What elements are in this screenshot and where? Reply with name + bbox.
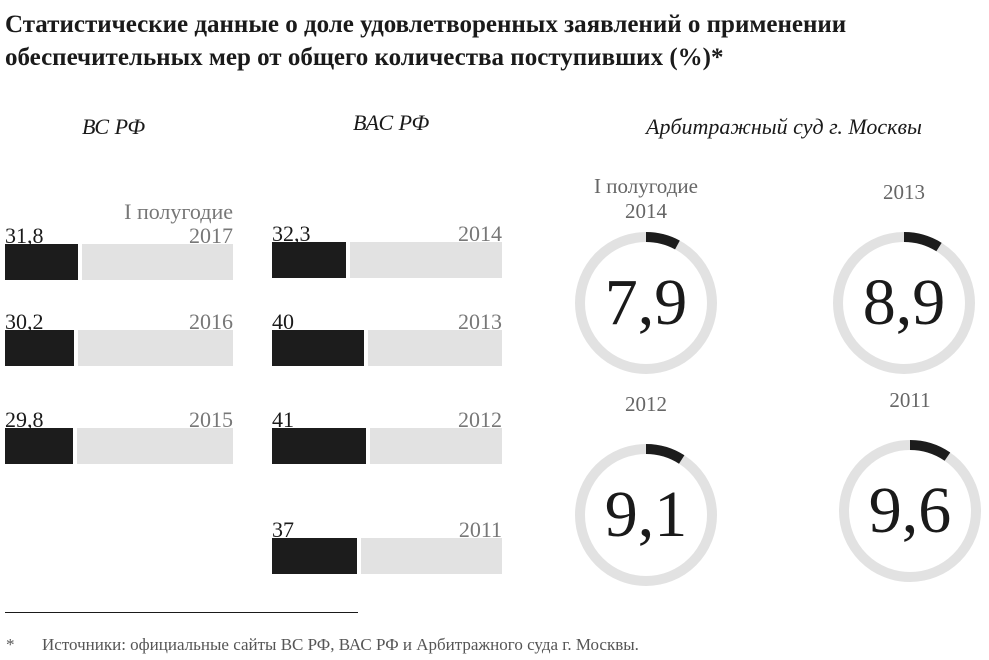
bar-row: 37 2011	[272, 518, 502, 574]
group-title-vas: ВАС РФ	[353, 110, 430, 135]
bar	[272, 428, 371, 464]
ring-svg	[839, 440, 981, 582]
bar-row: 31,8 2017 I полугодие	[5, 200, 233, 280]
chart-title-line-2: обеспечительных мер от общего количества…	[5, 44, 724, 71]
bar-row: 29,8 2015	[5, 408, 233, 464]
footnote-rule	[5, 612, 358, 613]
bar-value-label: 32,3	[272, 221, 311, 246]
ring-value-label: 9,1	[604, 478, 688, 551]
ring-gauge: 2013 8,9	[829, 176, 979, 378]
bar-row: 40 2013	[272, 310, 502, 366]
bar	[5, 330, 78, 366]
ring-value-label: 8,9	[862, 266, 946, 339]
bar-category-label: 2016	[189, 309, 233, 334]
bar-category-label: 2012	[458, 407, 502, 432]
ring-svg	[833, 232, 975, 374]
chart-title-line-1: Статистические данные о доле удовлетворе…	[5, 11, 847, 38]
bar-track	[272, 242, 502, 278]
bar-category-label: 2017	[189, 223, 233, 248]
bar-category-note: I полугодие	[124, 199, 233, 224]
bar-track	[272, 538, 502, 574]
ring-category-label-line: 2014	[625, 199, 667, 223]
ring-value-label: 9,6	[868, 474, 952, 547]
bar-value-label: 41	[272, 407, 294, 432]
bar-track	[272, 428, 502, 464]
ring-category-label: I полугодие 2014	[571, 174, 721, 224]
group-title-asm: Арбитражный суд г. Москвы	[646, 114, 922, 139]
bar-value-label: 37	[272, 517, 294, 542]
bar-row: 30,2 2016	[5, 310, 233, 366]
ring-category-label-line: I полугодие	[594, 174, 698, 198]
ring-gauge: 2012 9,1	[571, 392, 721, 590]
ring-slice	[645, 444, 685, 464]
bar-category-label: 2013	[458, 309, 502, 334]
bar	[272, 242, 351, 278]
chart-title: Статистические данные о доле удовлетворе…	[5, 8, 985, 74]
bar-track	[272, 330, 502, 366]
bar	[272, 538, 362, 574]
bar-row: 41 2012	[272, 408, 502, 464]
bar-value-label: 40	[272, 309, 294, 334]
footnote-text: Источники: официальные сайты ВС РФ, ВАС …	[42, 635, 639, 654]
bar-track	[5, 330, 233, 366]
bar-category-label: 2015	[189, 407, 233, 432]
ring-slice	[909, 440, 951, 461]
bar-track	[5, 244, 233, 280]
ring-svg	[575, 444, 717, 586]
ring-slice	[645, 232, 680, 250]
ring-svg	[575, 232, 717, 374]
bar-track	[5, 428, 233, 464]
bar	[5, 244, 82, 280]
footnote-mark: *	[6, 635, 15, 654]
ring-category-label: 2012	[625, 392, 667, 416]
bar-row: 32,3 2014	[272, 222, 502, 278]
ring-gauge: I полугодие 2014 7,9	[571, 174, 721, 378]
bar	[5, 428, 77, 464]
ring-value-label: 7,9	[604, 266, 688, 339]
bar-value-label: 31,8	[5, 223, 44, 248]
bar	[272, 330, 368, 366]
ring-gauge: 2011 9,6	[835, 388, 985, 586]
group-title-vs: ВС РФ	[82, 114, 146, 139]
bar-value-label: 29,8	[5, 407, 44, 432]
ring-slice	[903, 232, 942, 252]
bar-category-label: 2014	[458, 221, 502, 246]
bar-category-label: 2011	[458, 517, 502, 542]
ring-category-label: 2011	[889, 388, 931, 412]
ring-category-label: 2013	[883, 180, 925, 204]
bar-value-label: 30,2	[5, 309, 44, 334]
